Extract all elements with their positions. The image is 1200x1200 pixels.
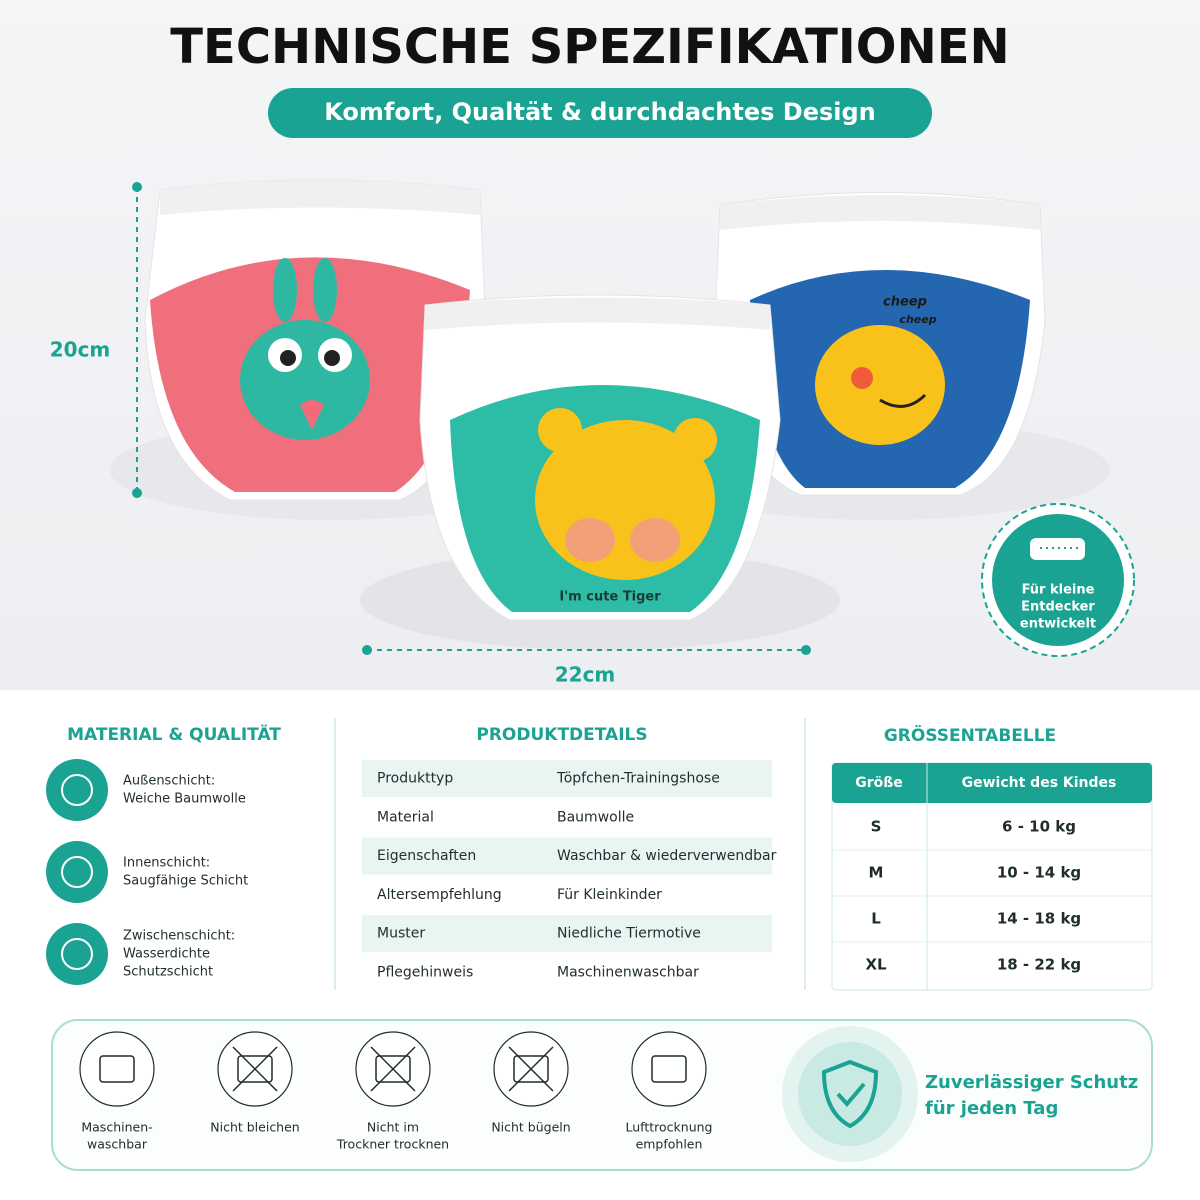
material-icon-ring: [61, 938, 93, 970]
details-row-bg: [362, 760, 772, 797]
badge-text: Für kleine: [1022, 583, 1095, 598]
details-value: Baumwolle: [557, 809, 634, 825]
size-cell: 14 - 18 kg: [997, 910, 1081, 928]
details-row-bg: [362, 915, 772, 953]
care-icon: [631, 1031, 707, 1107]
product-print: cheep: [899, 313, 936, 326]
material-text: Weiche Baumwolle: [123, 792, 246, 807]
subtitle: Komfort, Qualtät & durchdachtes Design: [324, 98, 876, 126]
details-key: Muster: [377, 926, 425, 942]
care-label: Nicht bügeln: [491, 1120, 570, 1135]
details-key: Eigenschaften: [377, 848, 476, 864]
product-print: I'm cute Tiger: [559, 590, 661, 605]
size-cell: 6 - 10 kg: [1002, 818, 1076, 836]
page-title: TECHNISCHE SPEZIFIKATIONEN: [170, 19, 1009, 75]
care-label: Lufttrocknung: [626, 1120, 713, 1135]
size-header: Gewicht des Kindes: [962, 775, 1117, 791]
details-value: Niedliche Tiermotive: [557, 926, 701, 942]
section-title: MATERIAL & QUALITÄT: [67, 723, 281, 745]
material-text: Saugfähige Schicht: [123, 874, 248, 889]
care-glyph: [513, 1055, 549, 1083]
size-cell: L: [871, 910, 881, 928]
size-cell: 10 - 14 kg: [997, 864, 1081, 882]
size-cell: S: [871, 818, 882, 836]
details-key: Pflegehinweis: [377, 965, 473, 981]
care-label: Nicht bleichen: [210, 1120, 299, 1135]
material-icon: [46, 841, 108, 903]
dimension-height: 20cm: [50, 182, 142, 498]
promise-text: Zuverlässiger Schutz: [925, 1072, 1138, 1093]
material-text: Außenschicht:: [123, 774, 215, 789]
product-print: cheep: [883, 295, 927, 310]
care-glyph: [375, 1055, 411, 1083]
details-row-bg: [362, 837, 772, 875]
product-pink: [144, 179, 486, 501]
details-value: Waschbar & wiederverwendbar: [557, 848, 777, 864]
height-label: 20cm: [50, 338, 111, 362]
details-key: Material: [377, 809, 434, 825]
care-glyph: [99, 1055, 135, 1083]
width-label: 22cm: [555, 663, 616, 687]
section-title: PRODUKTDETAILS: [476, 725, 647, 745]
details-value: Maschinenwaschbar: [557, 965, 699, 981]
material-text: Wasserdichte: [123, 947, 210, 962]
product-blue: cheep cheep: [714, 192, 1046, 496]
size-cell: M: [869, 864, 884, 882]
dimension-width: 22cm: [362, 645, 811, 687]
care-box: [51, 1019, 1153, 1171]
care-icon: [79, 1031, 155, 1107]
care-glyph: [651, 1055, 687, 1083]
material-icon-ring: [61, 856, 93, 888]
care-glyph: [237, 1055, 273, 1083]
size-cell: XL: [865, 956, 887, 974]
material-icon: [46, 759, 108, 821]
material-icon-ring: [61, 774, 93, 806]
material-text: Innenschicht:: [123, 856, 210, 871]
size-table-header: [832, 763, 1152, 803]
size-cell: 18 - 22 kg: [997, 956, 1081, 974]
details-key: Produkttyp: [377, 771, 453, 787]
care-label: Maschinen-: [81, 1120, 152, 1135]
care-label: Trockner trocknen: [336, 1137, 449, 1152]
product-teal: I'm cute Tiger: [419, 294, 781, 621]
care-label: waschbar: [87, 1137, 148, 1152]
badge-text: Entdecker: [1021, 600, 1095, 615]
size-header: Größe: [855, 775, 903, 791]
care-label: empfohlen: [636, 1137, 703, 1152]
care-cross: [508, 1046, 554, 1092]
care-cross: [232, 1046, 278, 1092]
badge-text: entwickelt: [1020, 617, 1096, 632]
care-cross: [370, 1046, 416, 1092]
badge: [981, 503, 1135, 657]
section-title: GRÖSSENTABELLE: [884, 724, 1056, 746]
care-label: Nicht im: [367, 1120, 419, 1135]
shield-emblem: [782, 1026, 918, 1162]
subtitle-pill: [268, 88, 932, 138]
promise-text: für jeden Tag: [925, 1098, 1058, 1119]
material-text: Schutzschicht: [123, 965, 213, 980]
details-key: Altersempfehlung: [377, 887, 502, 903]
details-value: Töpfchen-Trainingshose: [556, 771, 720, 787]
details-value: Für Kleinkinder: [557, 887, 662, 903]
material-text: Zwischenschicht:: [123, 929, 235, 944]
material-icon: [46, 923, 108, 985]
